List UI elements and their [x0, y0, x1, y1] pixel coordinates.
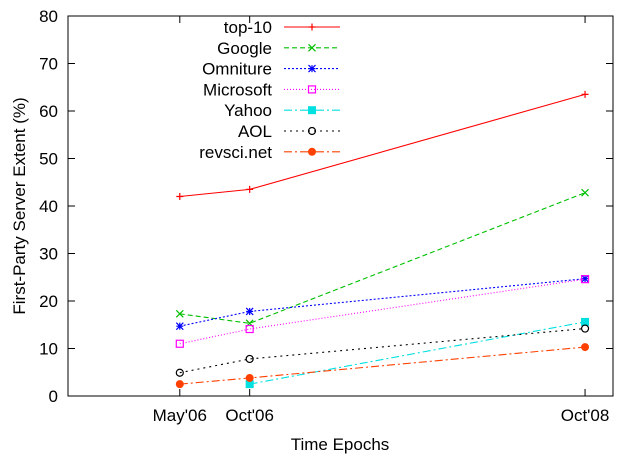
legend-label: top-10	[224, 18, 272, 37]
y-axis-ticks: 0 10 20 30 40 50 60 70 80	[39, 7, 613, 406]
y-tick-label: 30	[39, 245, 58, 264]
data-point-marker	[308, 43, 316, 52]
y-tick-label: 80	[39, 7, 58, 26]
series-line	[179, 328, 586, 374]
y-tick-label: 0	[49, 387, 58, 406]
data-point-marker	[175, 309, 184, 318]
legend-label: AOL	[238, 122, 272, 141]
data-point-marker	[175, 368, 184, 377]
legend-label: Google	[217, 39, 272, 58]
x-tick-label: May'06	[153, 406, 207, 425]
legend-label: Microsoft	[203, 80, 272, 99]
series-line	[179, 278, 586, 345]
data-point-marker	[175, 380, 184, 389]
data-point-marker	[308, 106, 316, 115]
series-Omniture	[175, 274, 589, 331]
data-point-marker	[308, 64, 316, 73]
data-point-marker	[580, 275, 590, 284]
x-tick-label: Oct'08	[561, 406, 610, 425]
legend-entry: Google	[217, 39, 340, 58]
legend-entry: AOL	[238, 122, 340, 141]
series-Microsoft	[175, 275, 590, 348]
series-revsci.net	[175, 343, 590, 389]
plot-frame	[67, 15, 614, 397]
legend-label: revsci.net	[199, 143, 272, 162]
series-line	[249, 321, 586, 385]
y-tick-label: 20	[39, 292, 58, 311]
legend-entry: revsci.net	[199, 143, 340, 162]
series-line	[179, 278, 586, 327]
legend-entry: Omniture	[202, 60, 340, 79]
y-tick-label: 40	[39, 197, 58, 216]
y-tick-label: 50	[39, 150, 58, 169]
legend-label: Yahoo	[224, 101, 272, 120]
data-point-marker	[581, 188, 589, 197]
legend-entry: top-10	[224, 18, 340, 37]
series-Yahoo	[245, 317, 590, 389]
data-point-marker	[581, 90, 589, 98]
y-tick-label: 10	[39, 340, 58, 359]
series-Google	[175, 188, 589, 328]
x-tick-label: Oct'06	[225, 406, 274, 425]
data-point-marker	[581, 274, 589, 283]
data-point-marker	[176, 193, 184, 200]
data-point-marker	[307, 126, 317, 136]
y-axis-label: First-Party Server Extent (%)	[10, 97, 29, 314]
data-point-marker	[246, 185, 254, 193]
data-point-marker	[581, 317, 590, 326]
data-point-marker	[308, 23, 316, 31]
x-axis-label: Time Epochs	[291, 435, 390, 454]
series-line	[179, 346, 586, 385]
y-tick-label: 60	[39, 102, 58, 121]
data-point-marker	[175, 322, 184, 331]
data-point-marker	[581, 343, 590, 352]
data-point-marker	[308, 147, 316, 156]
data-point-marker	[307, 85, 317, 94]
data-point-marker	[175, 339, 184, 348]
y-tick-label: 70	[39, 55, 58, 74]
data-point-marker	[580, 324, 590, 333]
series-line	[179, 192, 586, 324]
legend-entry: Yahoo	[224, 101, 340, 120]
data-point-marker	[245, 307, 254, 316]
series-group	[175, 90, 590, 389]
legend-entry: Microsoft	[203, 80, 340, 99]
x-axis-ticks: May'06 Oct'06 Oct'08	[153, 16, 610, 425]
data-point-marker	[245, 324, 254, 334]
series-AOL	[175, 324, 590, 377]
legend-label: Omniture	[202, 60, 272, 79]
data-point-marker	[245, 354, 254, 364]
series-top-10	[176, 90, 589, 200]
data-point-marker	[245, 373, 254, 382]
